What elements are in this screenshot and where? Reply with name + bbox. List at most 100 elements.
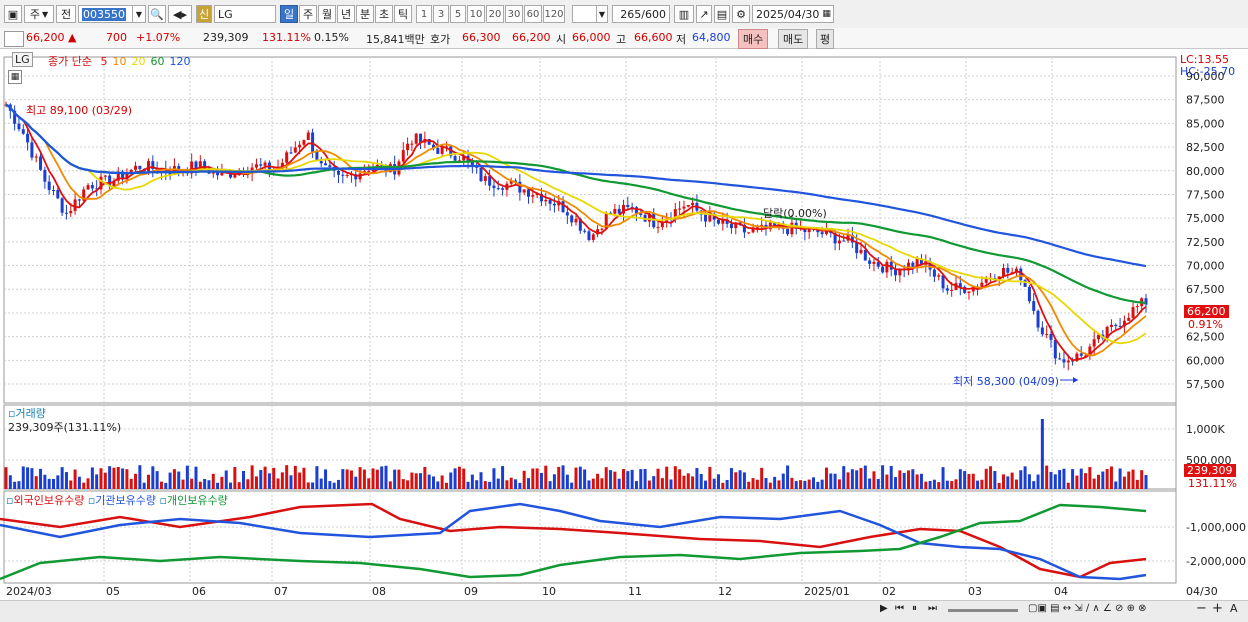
current-price: 66,200 [26, 31, 65, 44]
custom-period-dropdown-icon[interactable]: ▼ [596, 5, 608, 23]
volume-bar [1006, 476, 1010, 489]
interval-tab-20[interactable]: 20 [486, 5, 504, 23]
table-icon[interactable]: ▦ [8, 70, 22, 84]
volume-bar [103, 472, 107, 489]
chart-type-icon[interactable]: ▥ [674, 5, 694, 23]
volume-bar [885, 474, 889, 489]
volume-bar [678, 469, 682, 489]
volume-bar [207, 480, 211, 489]
volume-bar [401, 479, 405, 489]
interval-tab-60[interactable]: 60 [524, 5, 542, 23]
calendar-icon[interactable]: ▦ [822, 9, 831, 19]
volume-bar [1027, 474, 1031, 489]
x-tick-label: 04 [1054, 585, 1068, 598]
volume-bar [552, 474, 556, 489]
stock-chart[interactable]: 90,000 87,500 85,000 82,500 80,000 77,500 75,0… [0, 49, 1248, 600]
volume-bar [1088, 467, 1092, 489]
quote-toggle-checkbox[interactable] [4, 31, 24, 47]
volume-bar [1105, 469, 1109, 489]
stock-code-input[interactable]: 003550 [78, 5, 146, 23]
candle-body [509, 180, 513, 184]
scroll-right-icon[interactable]: ▶ [880, 603, 888, 614]
volume-bar [734, 472, 738, 489]
ask-price: 66,300 [462, 31, 501, 44]
period-tab-6[interactable]: 틱 [394, 5, 412, 23]
volume-bar [496, 478, 500, 489]
volume-bar [781, 473, 785, 489]
tool-icons[interactable]: ▢▣ ▤ ↔ ⇲ ∕ ∧ ∠ ⊘ ⊕ ⊗ [1028, 603, 1147, 614]
volume-bar [522, 470, 526, 489]
volume-bar [488, 481, 492, 489]
interval-tab-10[interactable]: 10 [467, 5, 485, 23]
zoom-in-icon[interactable]: + [1212, 601, 1223, 616]
period-tab-5[interactable]: 초 [375, 5, 393, 23]
market-type-value: 주 [29, 8, 40, 21]
scroll-first-icon[interactable]: ⏮ [895, 603, 904, 614]
volume-bar [134, 473, 138, 489]
interval-tab-120[interactable]: 120 [543, 5, 565, 23]
candle-body [190, 161, 194, 174]
volume-bar [954, 479, 958, 489]
candle-body [341, 174, 345, 176]
draw-tool-icon[interactable]: ↗ [696, 5, 712, 23]
gear-icon[interactable]: ⚙ [732, 5, 750, 23]
sell-button[interactable]: 매도 [778, 29, 809, 49]
volume-bar [254, 476, 258, 489]
candle-body [1027, 286, 1031, 302]
buy-button[interactable]: 매수 [738, 29, 769, 49]
volume-bar [872, 471, 876, 489]
code-dropdown-icon[interactable]: ▼ [132, 5, 146, 23]
price-tick-label: 67,500 [1186, 283, 1225, 296]
ma-legend-items: 5 10 20 60 120 [95, 55, 190, 68]
prev-button[interactable]: 전 [56, 5, 76, 23]
candle-body [950, 289, 954, 291]
candle-body [937, 275, 941, 277]
period-tab-4[interactable]: 분 [356, 5, 374, 23]
volume-bar [691, 476, 695, 489]
period-tab-1[interactable]: 주 [299, 5, 317, 23]
period-tab-0[interactable]: 일 [280, 5, 298, 23]
candle-body [164, 169, 168, 173]
data-count-field[interactable]: 265/600 [612, 5, 670, 23]
volume-bar [453, 468, 457, 489]
stock-name-field[interactable]: LG [214, 5, 276, 23]
volume-bar [419, 473, 423, 489]
x-tick-label: 08 [372, 585, 386, 598]
period-tab-3[interactable]: 년 [337, 5, 355, 23]
price-tick-label: 62,500 [1186, 331, 1225, 344]
evaluate-button[interactable]: 평 [816, 29, 835, 49]
interval-tab-5[interactable]: 5 [450, 5, 466, 23]
candle-body [1092, 339, 1096, 347]
volume-bar [198, 481, 202, 489]
volume-bar [216, 482, 220, 489]
window-icon[interactable]: ▣ [4, 5, 22, 23]
interval-tab-3[interactable]: 3 [433, 5, 449, 23]
zoom-slider[interactable] [948, 609, 1018, 612]
scroll-last-icon[interactable]: ⏭ [928, 603, 937, 614]
candle-body [151, 161, 155, 170]
save-icon[interactable]: ▤ [714, 5, 730, 23]
candle-body [919, 258, 923, 265]
market-type-select[interactable]: 주 ▼ [24, 5, 54, 23]
volume-bar [898, 470, 902, 489]
price-panel-name[interactable]: LG [12, 52, 33, 67]
search-icon[interactable]: 🔍 [148, 5, 166, 23]
volume-bar [211, 473, 215, 489]
volume-bar [1079, 468, 1083, 489]
price-tick-label: 77,500 [1186, 188, 1225, 201]
zoom-out-icon[interactable]: − [1196, 601, 1207, 616]
scroll-pause-icon[interactable]: ⏸ [912, 603, 917, 614]
candle-body [570, 215, 574, 223]
auto-scale-icon[interactable]: A [1230, 602, 1238, 615]
speaker-icon[interactable]: ◀▸ [168, 5, 192, 23]
period-tab-2[interactable]: 월 [318, 5, 336, 23]
interval-tab-30[interactable]: 30 [505, 5, 523, 23]
candle-body [773, 222, 777, 227]
volume-bar [889, 465, 893, 489]
interval-tab-1[interactable]: 1 [416, 5, 432, 23]
chart-scrollbar[interactable]: ▶ ⏮ ⏸ ⏭ ▢▣ ▤ ↔ ⇲ ∕ ∧ ∠ ⊘ ⊕ ⊗ − + A [0, 600, 1248, 622]
candle-body [755, 227, 759, 229]
new-badge[interactable]: 신 [196, 5, 212, 23]
trade-amount: 15,841백만 [366, 33, 425, 46]
date-field[interactable]: 2025/04/30 ▦ [752, 5, 834, 23]
